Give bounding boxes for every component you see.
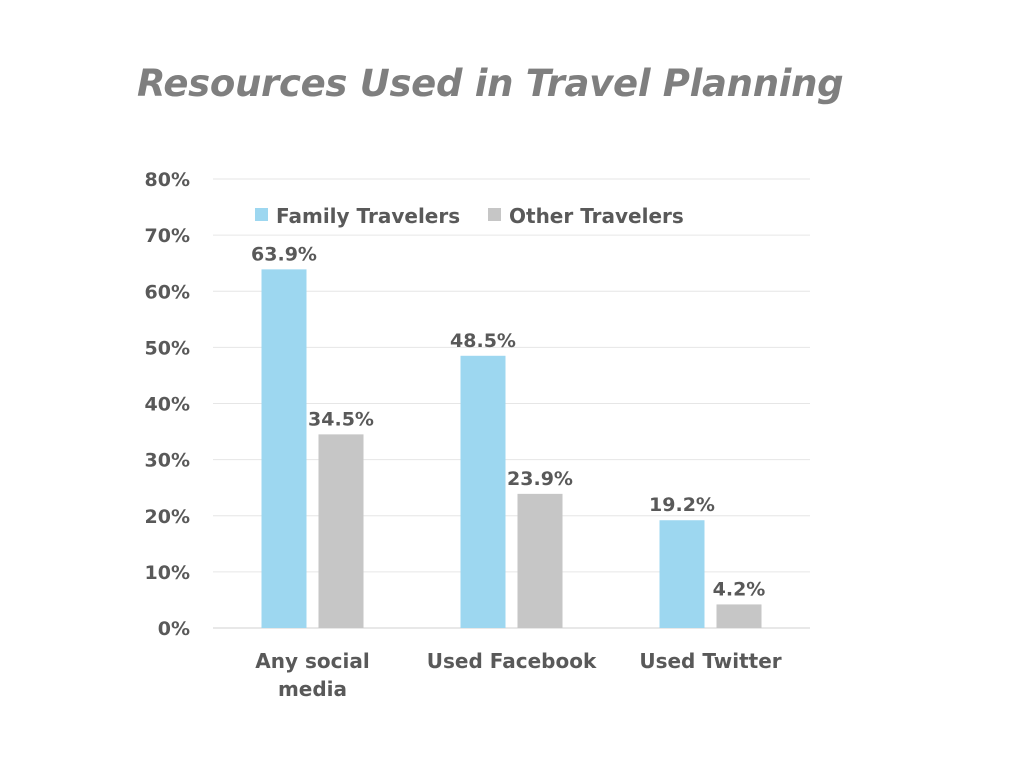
bar-family-travelers <box>659 520 705 628</box>
data-label: 48.5% <box>450 330 516 352</box>
legend-label: Family Travelers <box>276 204 460 228</box>
y-axis-ticks: 0% 10% 20% 30% 40% 50% 60% 70% 80% <box>145 169 190 640</box>
data-label: 63.9% <box>251 243 317 265</box>
y-tick-label: 0% <box>158 618 190 640</box>
bar-other-travelers <box>318 434 364 628</box>
y-tick-label: 40% <box>145 394 190 416</box>
y-tick-label: 30% <box>145 450 190 472</box>
data-label: 4.2% <box>713 578 766 600</box>
y-tick-label: 50% <box>145 337 190 359</box>
bar-family-travelers <box>460 355 506 628</box>
x-category-label: media <box>278 677 347 701</box>
legend: Family Travelers Other Travelers <box>255 204 684 228</box>
data-labels: 63.9% 34.5% 48.5% 23.9% 19.2% 4.2% <box>251 243 765 600</box>
y-tick-label: 80% <box>145 169 190 191</box>
y-tick-label: 20% <box>145 506 190 528</box>
y-tick-label: 70% <box>145 225 190 247</box>
x-axis-categories: Any social media Used Facebook Used Twitter <box>255 649 782 701</box>
data-label: 19.2% <box>649 494 715 516</box>
legend-label: Other Travelers <box>509 204 684 228</box>
y-tick-label: 10% <box>145 562 190 584</box>
bar-other-travelers <box>517 493 563 628</box>
x-category-label: Used Twitter <box>639 649 781 673</box>
bars <box>261 269 762 628</box>
y-tick-label: 60% <box>145 281 190 303</box>
gridlines <box>213 178 810 629</box>
bar-family-travelers <box>261 269 307 628</box>
x-category-label: Any social <box>255 649 369 673</box>
bar-other-travelers <box>716 604 762 628</box>
data-label: 23.9% <box>507 468 573 490</box>
legend-swatch <box>488 208 501 221</box>
chart-title: Resources Used in Travel Planning <box>137 62 844 105</box>
x-category-label: Used Facebook <box>427 649 597 673</box>
legend-swatch <box>255 208 268 221</box>
data-label: 34.5% <box>308 408 374 430</box>
